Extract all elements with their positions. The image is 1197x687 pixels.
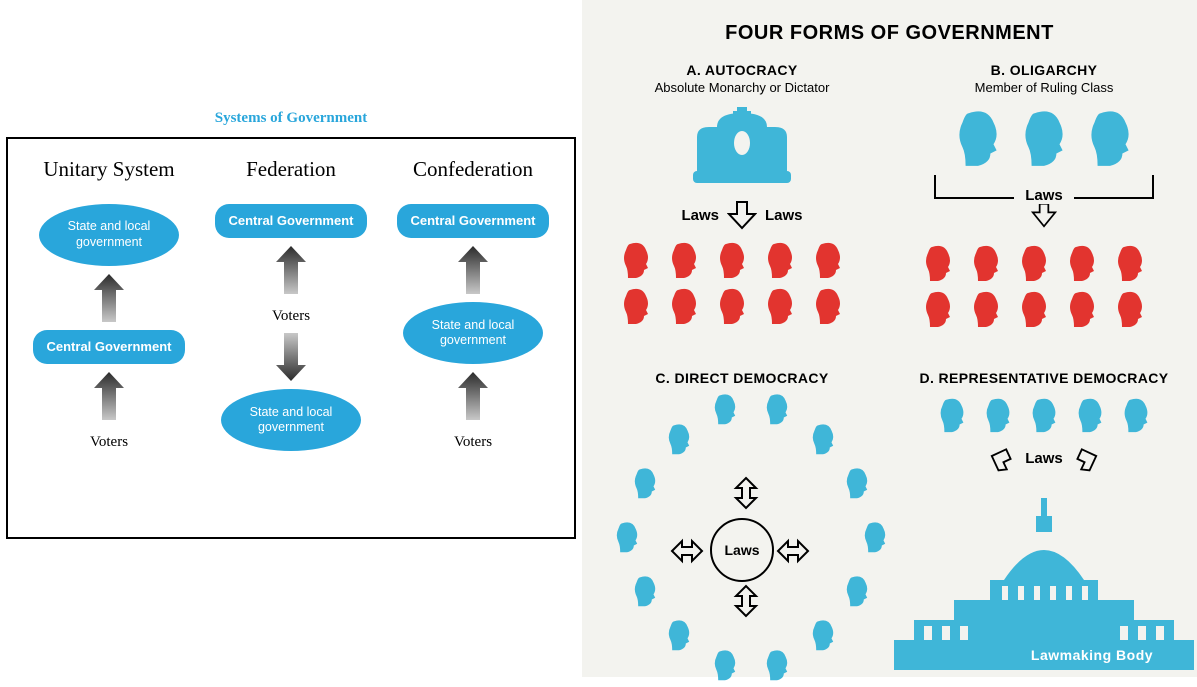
left-box: Unitary System State and local governmen… xyxy=(6,137,576,539)
oligarchy-sub: Member of Ruling Class xyxy=(894,80,1194,95)
head-icon xyxy=(662,422,696,456)
federation-state-local: State and local government xyxy=(221,389,361,451)
autocracy-people xyxy=(592,240,872,326)
representative-laws-row: Laws xyxy=(894,444,1194,472)
head-icon xyxy=(760,392,794,426)
lawmaking-body-label: Lawmaking Body xyxy=(1002,647,1182,663)
laws-label: Laws xyxy=(681,207,719,224)
autocracy-sub: Absolute Monarchy or Dictator xyxy=(592,80,892,95)
crown-icon xyxy=(687,107,797,187)
arrow-down-right-outline-icon xyxy=(1073,444,1103,472)
arrow-down-left-outline-icon xyxy=(985,444,1015,472)
head-icon xyxy=(628,466,662,500)
head-icon xyxy=(664,286,704,326)
federation-voters: Voters xyxy=(272,308,310,325)
oligarchy-people xyxy=(894,243,1174,329)
head-icon xyxy=(806,618,840,652)
confederation-voters: Voters xyxy=(454,434,492,451)
head-icon xyxy=(712,286,752,326)
head-icon xyxy=(1071,396,1109,434)
representative-title: D. REPRESENTATIVE DEMOCRACY xyxy=(894,370,1194,386)
head-icon xyxy=(1014,289,1054,329)
bi-arrow-left-icon xyxy=(670,534,704,568)
head-icon xyxy=(840,574,874,608)
autocracy-block: A. AUTOCRACY Absolute Monarchy or Dictat… xyxy=(592,62,892,326)
unitary-voters: Voters xyxy=(90,434,128,451)
federation-central: Central Government xyxy=(215,204,368,238)
head-icon xyxy=(1013,107,1075,169)
head-icon xyxy=(708,392,742,426)
unitary-central: Central Government xyxy=(33,330,186,364)
head-icon xyxy=(610,520,644,554)
autocracy-laws-row: Laws Laws xyxy=(592,200,892,230)
head-icon xyxy=(1079,107,1141,169)
representative-heads xyxy=(894,396,1194,434)
laws-label: Laws xyxy=(1025,450,1063,467)
representative-block: D. REPRESENTATIVE DEMOCRACY Laws xyxy=(894,370,1194,472)
head-icon xyxy=(760,240,800,280)
head-icon xyxy=(1117,396,1155,434)
arrow-down-icon xyxy=(276,333,306,381)
arrow-up-icon xyxy=(458,246,488,294)
head-icon xyxy=(840,466,874,500)
head-icon xyxy=(760,286,800,326)
right-title: FOUR FORMS OF GOVERNMENT xyxy=(582,0,1197,45)
head-icon xyxy=(712,240,752,280)
head-icon xyxy=(1110,243,1150,283)
unitary-heading: Unitary System xyxy=(43,157,174,182)
head-icon xyxy=(616,286,656,326)
head-icon xyxy=(806,422,840,456)
head-icon xyxy=(947,107,1009,169)
arrow-down-outline-icon xyxy=(727,200,757,230)
head-icon xyxy=(1110,289,1150,329)
arrow-up-icon xyxy=(94,274,124,322)
direct-title: C. DIRECT DEMOCRACY xyxy=(592,370,892,386)
oligarchy-block: B. OLIGARCHY Member of Ruling Class Laws xyxy=(894,62,1194,329)
four-forms-panel: FOUR FORMS OF GOVERNMENT A. AUTOCRACY Ab… xyxy=(582,0,1197,677)
head-icon xyxy=(1062,289,1102,329)
autocracy-title: A. AUTOCRACY xyxy=(592,62,892,78)
head-icon xyxy=(662,618,696,652)
head-icon xyxy=(966,289,1006,329)
head-icon xyxy=(979,396,1017,434)
federation-heading: Federation xyxy=(246,157,336,182)
arrow-up-icon xyxy=(458,372,488,420)
direct-democracy-block: C. DIRECT DEMOCRACY Laws xyxy=(592,370,892,676)
head-icon xyxy=(1025,396,1063,434)
confederation-central: Central Government xyxy=(397,204,550,238)
head-icon xyxy=(918,289,958,329)
bi-arrow-right-icon xyxy=(776,534,810,568)
head-icon xyxy=(664,240,704,280)
confederation-state-local: State and local government xyxy=(403,302,543,364)
unitary-state-local: State and local government xyxy=(39,204,179,266)
arrow-up-icon xyxy=(276,246,306,294)
head-icon xyxy=(628,574,662,608)
head-icon xyxy=(808,240,848,280)
unitary-column: Unitary System State and local governmen… xyxy=(19,157,199,515)
laws-circle: Laws xyxy=(710,518,774,582)
head-icon xyxy=(918,243,958,283)
head-icon xyxy=(933,396,971,434)
direct-people-ring: Laws xyxy=(592,386,892,676)
oligarchy-laws: Laws xyxy=(1014,187,1074,204)
left-title: Systems of Government xyxy=(0,110,582,127)
arrow-down-outline-icon xyxy=(894,202,1194,233)
oligarchy-title: B. OLIGARCHY xyxy=(894,62,1194,78)
head-icon xyxy=(1062,243,1102,283)
systems-of-government-panel: Systems of Government Unitary System Sta… xyxy=(0,0,582,677)
head-icon xyxy=(858,520,892,554)
head-icon xyxy=(966,243,1006,283)
confederation-column: Confederation Central Government State a… xyxy=(383,157,563,515)
oligarchy-rulers xyxy=(894,107,1194,169)
bi-arrow-down-icon xyxy=(729,584,763,618)
federation-column: Federation Central Government Voters Sta… xyxy=(201,157,381,515)
bi-arrow-up-icon xyxy=(729,476,763,510)
arrow-up-icon xyxy=(94,372,124,420)
laws-label: Laws xyxy=(765,207,803,224)
confederation-heading: Confederation xyxy=(413,157,533,182)
capitol-icon xyxy=(894,480,1194,675)
head-icon xyxy=(1014,243,1054,283)
head-icon xyxy=(616,240,656,280)
head-icon xyxy=(808,286,848,326)
